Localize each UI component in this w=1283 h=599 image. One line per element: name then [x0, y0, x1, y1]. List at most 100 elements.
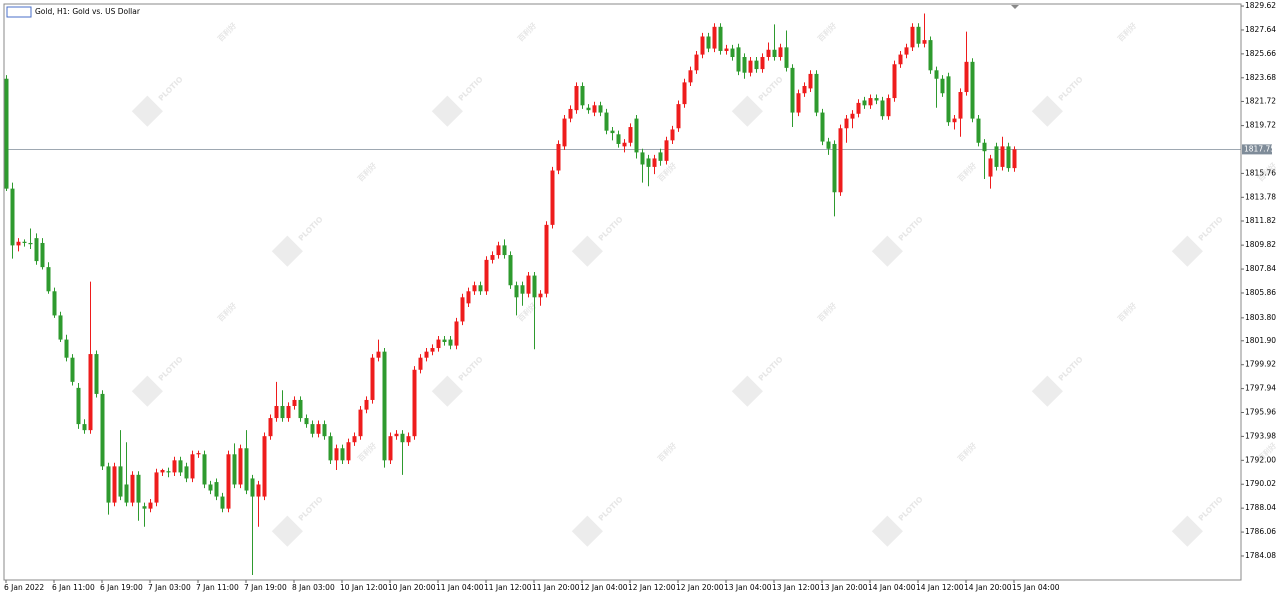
candle-body [808, 73, 813, 89]
y-tick-label: 1788.04 [1245, 503, 1276, 512]
candle-body [394, 433, 399, 437]
candle-body [328, 436, 333, 461]
x-tick-label: 7 Jan 03:00 [148, 583, 191, 592]
candle-body [490, 255, 495, 260]
y-tick-label: 1786.06 [1245, 527, 1276, 536]
candle-body [364, 399, 369, 410]
candle-body [286, 405, 291, 419]
candle-body [550, 170, 555, 225]
y-tick-label: 1793.98 [1245, 431, 1276, 440]
shift-marker [1011, 5, 1019, 9]
candle-body [748, 60, 753, 73]
candle-body [40, 242, 45, 268]
candle-body [850, 113, 855, 119]
candle-body [64, 339, 69, 358]
y-tick-label: 1805.86 [1245, 288, 1276, 297]
candle-body [814, 73, 819, 113]
candle-body [928, 40, 933, 71]
candle-body [592, 105, 597, 113]
candle-body [220, 496, 225, 509]
candle-body [886, 98, 891, 117]
candle-body [418, 357, 423, 370]
candle-body [772, 49, 777, 58]
candle-body [118, 466, 123, 497]
candle-body [634, 118, 639, 153]
candle-body [616, 134, 621, 144]
candle-body [1012, 149, 1017, 169]
x-tick-label: 8 Jan 03:00 [292, 583, 335, 592]
candle-body [532, 275, 537, 298]
plot-frame [3, 3, 1242, 581]
y-tick-label: 1790.02 [1245, 479, 1276, 488]
candle-body [280, 405, 285, 419]
candle-body [718, 26, 723, 51]
x-tick-label: 7 Jan 11:00 [196, 583, 239, 592]
candle-body [124, 484, 129, 503]
candle-body [268, 418, 273, 437]
candle-body [298, 399, 303, 419]
candle-body [316, 424, 321, 434]
candle-body [778, 47, 783, 58]
candle-body [736, 47, 741, 72]
candle-body [1006, 146, 1011, 169]
candle-body [430, 348, 435, 352]
candle-body [142, 506, 147, 509]
x-tick-label: 10 Jan 20:00 [388, 583, 436, 592]
candle-body [442, 339, 447, 342]
candle-body [136, 474, 141, 503]
y-tick-label: 1807.84 [1245, 264, 1276, 273]
candle-body [652, 158, 657, 167]
candle-body [838, 128, 843, 193]
watermark-logo [571, 235, 603, 267]
candle-body [292, 399, 297, 406]
candle-body [916, 26, 921, 44]
candle-body [868, 98, 873, 106]
candle-body [508, 255, 513, 286]
candle-body [964, 61, 969, 93]
candle-body [214, 482, 219, 497]
candle-body [352, 436, 357, 443]
x-tick-label: 13 Jan 04:00 [724, 583, 772, 592]
candle-body [172, 460, 177, 473]
candle-body [526, 275, 531, 294]
candle-body [388, 436, 393, 461]
candle-body [982, 142, 987, 152]
candle-body [262, 436, 267, 497]
chart-icon [6, 6, 32, 18]
candle-body [304, 418, 309, 425]
candle-body [358, 409, 363, 437]
y-tick-label: 1792.00 [1245, 455, 1276, 464]
candle-body [58, 315, 63, 340]
candle-body [70, 357, 75, 382]
candle-body [958, 92, 963, 119]
x-tick-label: 11 Jan 04:00 [436, 583, 484, 592]
candle-body [706, 36, 711, 49]
candle-body [178, 460, 183, 473]
candle-body [922, 40, 927, 44]
candle-body [400, 433, 405, 443]
candle-body [628, 127, 633, 143]
candle-body [670, 129, 675, 141]
candle-body [724, 48, 729, 51]
candle-body [766, 49, 771, 58]
y-tick-label: 1811.82 [1245, 216, 1276, 225]
candle-body [202, 454, 207, 485]
watermark-logo [271, 235, 303, 267]
y-tick-label: 1829.62 [1245, 1, 1276, 10]
y-tick-label: 1795.96 [1245, 408, 1276, 417]
candle-body [226, 454, 231, 509]
candle-body [382, 351, 387, 461]
candle-body [22, 241, 27, 243]
candle-body [700, 36, 705, 55]
candle-body [844, 118, 849, 129]
y-tick-label: 1827.64 [1245, 25, 1276, 34]
candle-body [892, 64, 897, 99]
y-tick-label: 1823.68 [1245, 73, 1276, 82]
last-price-box [1242, 144, 1272, 155]
candle-body [448, 339, 453, 346]
x-tick-label: 12 Jan 12:00 [628, 583, 676, 592]
x-tick-label: 13 Jan 20:00 [820, 583, 868, 592]
y-tick-label: 1799.92 [1245, 360, 1276, 369]
candle-body [10, 188, 15, 246]
